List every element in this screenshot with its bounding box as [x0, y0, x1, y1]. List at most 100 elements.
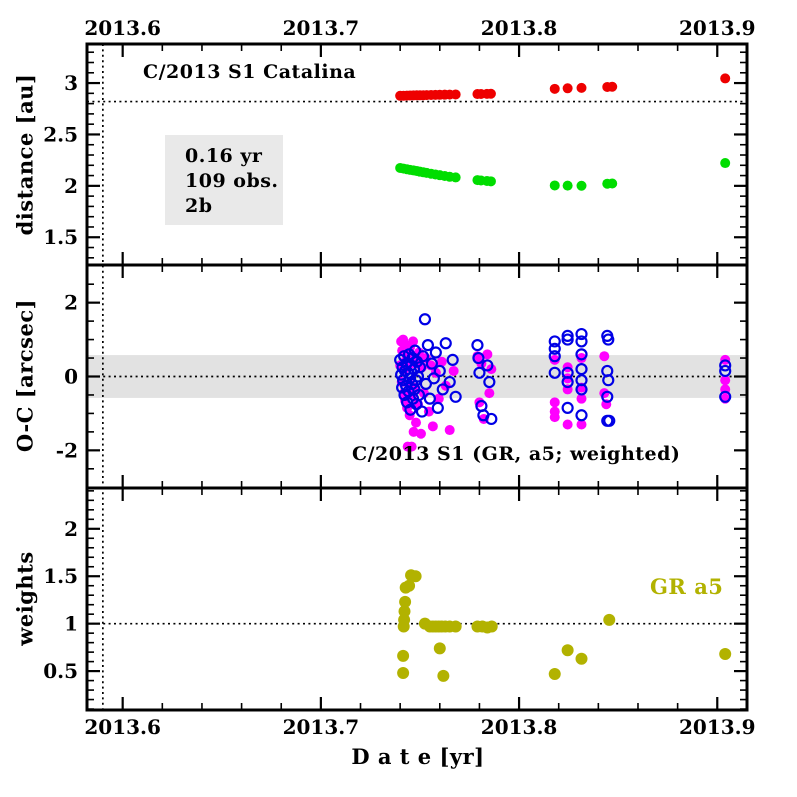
point-magenta-residual	[427, 421, 438, 432]
point-blue-residual	[561, 401, 574, 414]
point-red-distance	[450, 89, 461, 100]
point-magenta-residual	[562, 419, 573, 430]
x-tick-label-bottom: 2013.7	[283, 715, 360, 739]
point-blue-residual	[413, 361, 427, 374]
point-red-distance	[576, 82, 587, 93]
panel2-annotation: C/2013 S1 (GR, a5; weighted)	[352, 443, 681, 465]
panel3-annotation: GR a5	[650, 574, 724, 599]
point-blue-residual	[601, 390, 614, 403]
point-magenta-residual	[448, 365, 459, 376]
point-magenta-residual	[433, 393, 444, 404]
x-tick-label-bottom: 2013.6	[84, 715, 161, 739]
point-magenta-residual	[482, 349, 493, 360]
y-tick-label: 1	[64, 612, 78, 636]
y-axis-label-weights: weights	[12, 551, 38, 646]
point-red-distance	[485, 88, 496, 99]
point-weight	[399, 595, 412, 608]
point-blue-residual	[575, 335, 588, 348]
point-blue-residual	[561, 333, 574, 346]
point-blue-residual	[472, 351, 485, 365]
point-blue-residual	[431, 401, 444, 414]
point-green-distance	[549, 180, 560, 191]
point-weight	[409, 570, 422, 583]
point-blue-residual	[575, 409, 588, 422]
point-blue-residual	[429, 346, 442, 359]
point-green-distance	[450, 172, 461, 183]
point-magenta-residual	[576, 353, 587, 364]
point-weight	[719, 648, 732, 661]
point-magenta-residual	[415, 428, 426, 439]
point-blue-residual	[602, 333, 615, 346]
stats-line-code: 2b	[185, 195, 213, 217]
point-magenta-residual	[408, 336, 419, 347]
point-magenta-residual	[720, 375, 731, 386]
point-blue-residual	[439, 337, 452, 350]
point-weight	[403, 579, 416, 592]
y-tick-label: 0.5	[43, 659, 78, 683]
point-blue-residual	[602, 374, 615, 387]
point-magenta-residual	[484, 388, 495, 399]
point-red-distance	[607, 81, 618, 92]
y-tick-label: 0	[64, 365, 78, 389]
point-blue-residual	[416, 350, 430, 363]
point-blue-residual	[548, 342, 561, 355]
point-green-distance	[562, 180, 573, 191]
y-tick-label: 2	[64, 517, 78, 541]
point-blue-residual	[471, 339, 484, 352]
y-axis-label-oc: O-C [arcsec]	[12, 298, 38, 453]
point-weight	[561, 644, 574, 657]
y-tick-label: 2	[64, 174, 78, 198]
point-blue-residual	[483, 375, 496, 389]
point-blue-residual	[427, 372, 440, 385]
point-blue-residual	[436, 383, 449, 396]
stats-line-obs: 109 obs.	[185, 170, 279, 192]
y-tick-label: 3	[64, 71, 78, 95]
point-blue-residual	[575, 348, 588, 361]
x-tick-label-bottom: 2013.8	[481, 715, 558, 739]
point-weight	[398, 605, 411, 618]
point-blue-residual	[561, 375, 574, 389]
stats-line-arc: 0.16 yr	[185, 145, 263, 167]
point-weight	[485, 620, 498, 633]
point-blue-residual	[449, 390, 462, 403]
y-tick-label: 1.5	[43, 564, 78, 588]
point-blue-residual	[575, 383, 588, 396]
panel-frame	[85, 486, 749, 712]
point-blue-residual	[719, 359, 732, 372]
point-green-distance	[607, 178, 618, 189]
point-blue-residual	[419, 377, 433, 390]
point-magenta-residual	[549, 412, 560, 423]
point-magenta-residual	[549, 354, 560, 365]
point-blue-residual	[481, 359, 494, 372]
y-tick-label: 2	[64, 291, 78, 315]
point-blue-residual	[719, 364, 732, 378]
y-tick-label: 1.5	[43, 225, 78, 249]
point-blue-residual	[418, 313, 432, 326]
point-magenta-residual	[576, 393, 587, 404]
point-blue-residual	[719, 390, 732, 403]
point-blue-residual	[425, 357, 438, 370]
point-magenta-residual	[444, 425, 455, 436]
point-red-distance	[549, 83, 560, 94]
y-tick-label: -2	[56, 438, 78, 462]
panel1-title: C/2013 S1 Catalina	[143, 61, 357, 83]
x-tick-label-top: 2013.9	[679, 16, 756, 40]
x-tick-label-top: 2013.7	[283, 16, 360, 40]
y-axis-label-distance: distance [au]	[12, 73, 38, 236]
point-blue-residual	[548, 335, 561, 348]
point-magenta-residual	[549, 397, 560, 408]
point-blue-residual	[443, 375, 456, 389]
point-magenta-residual	[436, 356, 447, 367]
point-red-distance	[720, 73, 731, 84]
point-weight	[398, 613, 411, 626]
x-tick-label-top: 2013.8	[481, 16, 558, 40]
point-weight	[548, 667, 561, 680]
point-weight	[397, 649, 410, 662]
point-blue-residual	[433, 364, 446, 378]
point-blue-residual	[561, 329, 574, 342]
point-blue-residual	[548, 366, 561, 379]
point-magenta-residual	[406, 441, 417, 452]
point-blue-residual	[446, 353, 459, 366]
point-magenta-residual	[599, 351, 610, 362]
